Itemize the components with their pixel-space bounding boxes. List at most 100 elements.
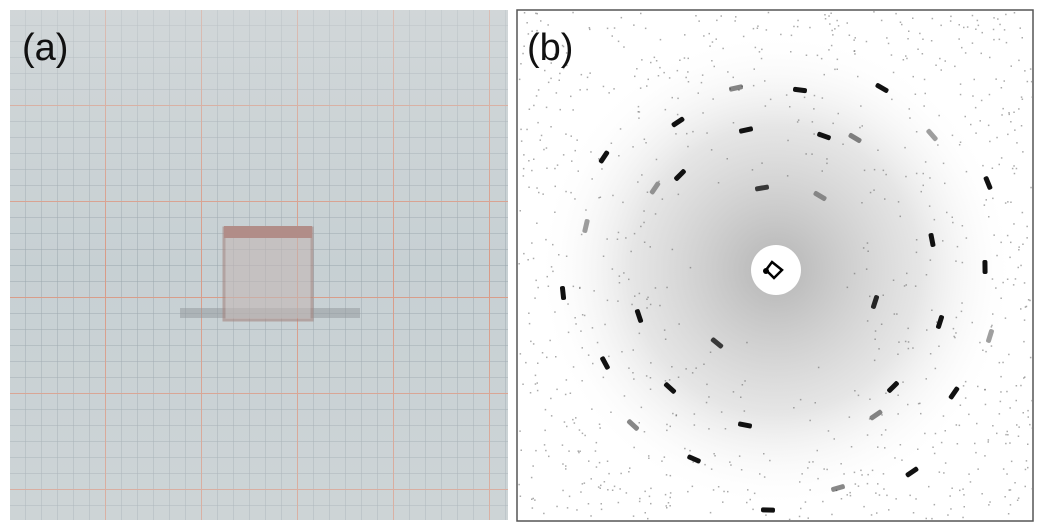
noise-dot — [950, 16, 952, 18]
noise-dot — [650, 362, 652, 364]
noise-dot — [523, 175, 525, 177]
noise-dot — [960, 83, 962, 85]
noise-dot — [991, 345, 993, 347]
noise-dot — [959, 490, 961, 492]
noise-dot — [965, 116, 967, 118]
noise-dot — [581, 234, 583, 236]
noise-dot — [741, 469, 743, 471]
noise-dot — [862, 125, 864, 127]
noise-dot — [643, 210, 645, 212]
noise-dot — [666, 505, 668, 507]
noise-dot — [801, 473, 803, 475]
noise-dot — [608, 473, 610, 475]
noise-dot — [988, 125, 990, 127]
noise-dot — [634, 295, 636, 297]
noise-dot — [740, 397, 742, 399]
noise-dot — [1016, 400, 1018, 402]
noise-dot — [953, 328, 955, 330]
noise-dot — [867, 320, 869, 322]
noise-dot — [601, 503, 603, 505]
noise-dot — [1020, 308, 1022, 310]
noise-dot — [591, 408, 593, 410]
noise-dot — [883, 488, 885, 490]
noise-dot — [824, 74, 826, 76]
noise-dot — [956, 317, 958, 319]
noise-dot — [961, 47, 963, 49]
noise-dot — [646, 307, 648, 309]
noise-dot — [1007, 201, 1009, 203]
noise-dot — [535, 450, 537, 452]
noise-dot — [1025, 486, 1027, 488]
noise-dot — [885, 429, 887, 431]
noise-dot — [610, 412, 612, 414]
noise-dot — [633, 447, 635, 449]
noise-dot — [596, 466, 598, 468]
noise-dot — [1002, 108, 1004, 110]
noise-dot — [566, 426, 568, 428]
noise-dot — [598, 158, 600, 160]
noise-dot — [603, 377, 605, 379]
noise-dot — [650, 62, 652, 64]
noise-dot — [706, 132, 708, 134]
noise-dot — [589, 72, 591, 74]
noise-dot — [886, 495, 888, 497]
noise-dot — [982, 32, 984, 34]
noise-dot — [901, 24, 903, 26]
noise-dot — [770, 99, 772, 101]
noise-dot — [963, 27, 965, 29]
noise-dot — [861, 474, 863, 476]
noise-dot — [923, 105, 925, 107]
noise-dot — [1011, 65, 1013, 67]
noise-dot — [521, 140, 523, 142]
noise-dot — [566, 256, 568, 258]
noise-dot — [744, 410, 746, 412]
noise-dot — [668, 502, 670, 504]
noise-dot — [822, 501, 824, 503]
noise-dot — [1007, 434, 1009, 436]
noise-dot — [523, 154, 525, 156]
noise-dot — [552, 244, 554, 246]
noise-dot — [883, 473, 885, 475]
noise-dot — [943, 472, 945, 474]
noise-dot — [685, 368, 687, 370]
noise-dot — [843, 473, 845, 475]
noise-dot — [591, 478, 593, 480]
noise-dot — [619, 488, 621, 490]
noise-dot — [584, 435, 586, 437]
noise-dot — [1006, 42, 1008, 44]
noise-dot — [625, 237, 627, 239]
noise-dot — [641, 407, 643, 409]
noise-dot — [678, 323, 680, 325]
noise-dot — [917, 449, 919, 451]
noise-dot — [1005, 202, 1007, 204]
noise-dot — [703, 35, 705, 37]
noise-dot — [579, 429, 581, 431]
noise-dot — [526, 22, 528, 24]
noise-dot — [1013, 165, 1015, 167]
noise-dot — [727, 158, 729, 160]
noise-dot — [912, 347, 914, 349]
noise-dot — [992, 425, 994, 427]
noise-dot — [670, 426, 672, 428]
noise-dot — [601, 509, 603, 511]
noise-dot — [982, 165, 984, 167]
noise-dot — [529, 323, 531, 325]
noise-dot — [709, 33, 711, 35]
noise-dot — [907, 328, 909, 330]
noise-dot — [678, 194, 680, 196]
noise-dot — [828, 430, 830, 432]
noise-dot — [666, 287, 668, 289]
noise-dot — [925, 161, 927, 163]
noise-dot — [831, 45, 833, 47]
noise-dot — [960, 405, 962, 407]
noise-dot — [842, 144, 844, 146]
noise-dot — [847, 494, 849, 496]
noise-dot — [554, 212, 556, 214]
noise-dot — [542, 352, 544, 354]
noise-dot — [800, 508, 802, 510]
noise-dot — [968, 414, 970, 416]
noise-dot — [1024, 282, 1026, 284]
noise-dot — [675, 133, 677, 135]
noise-dot — [570, 192, 572, 194]
noise-dot — [790, 51, 792, 53]
